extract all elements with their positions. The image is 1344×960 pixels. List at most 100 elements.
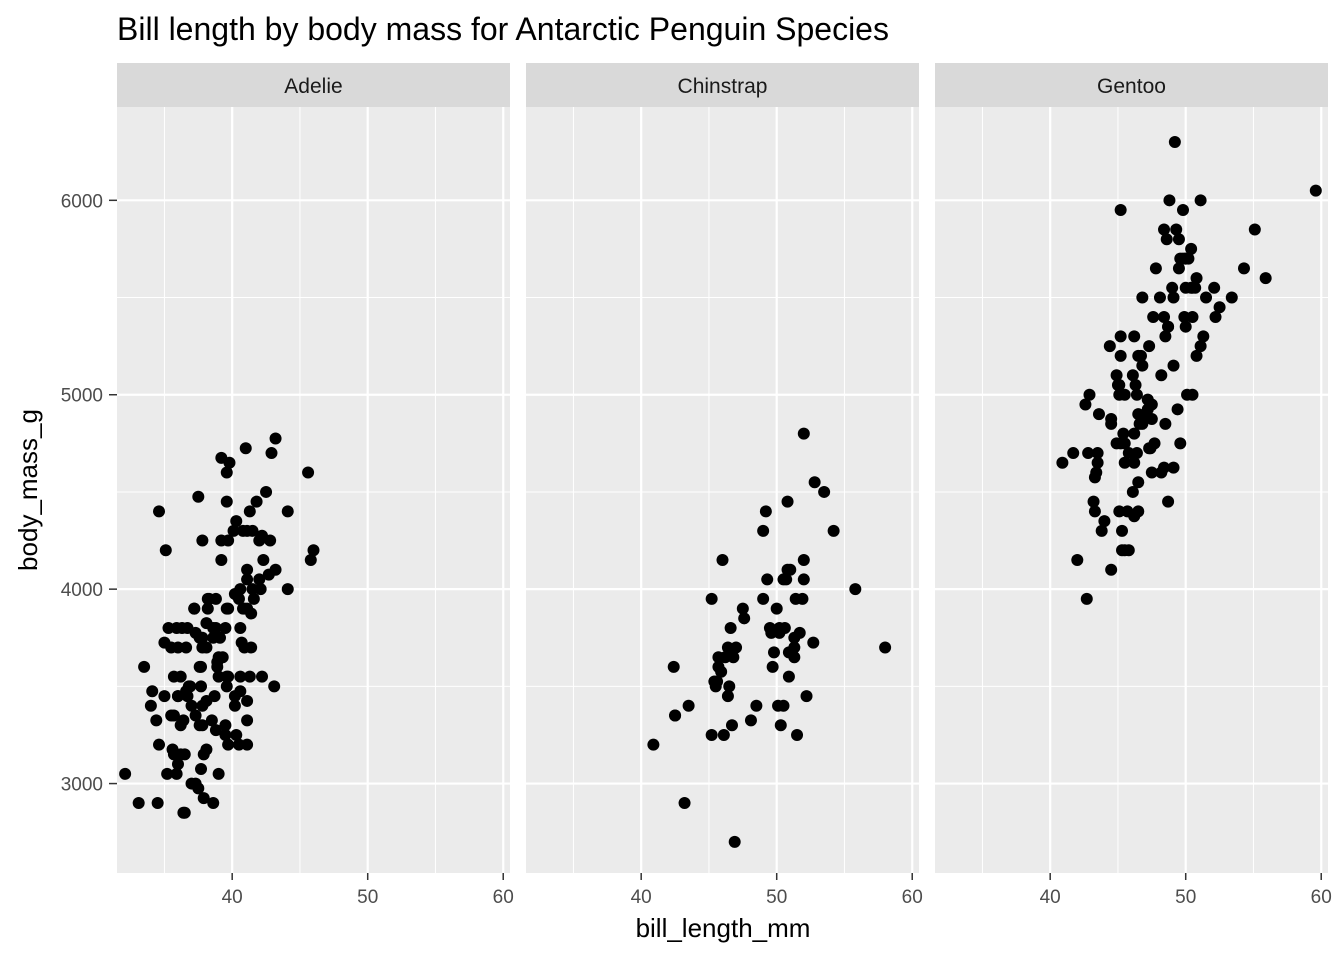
data-point: [265, 447, 278, 460]
data-point: [201, 602, 214, 615]
data-point: [1136, 291, 1149, 304]
data-point: [781, 495, 794, 508]
data-point: [712, 651, 725, 664]
data-point: [721, 690, 734, 703]
data-point: [1132, 349, 1145, 362]
data-point: [228, 588, 241, 601]
data-point: [793, 626, 806, 639]
data-point: [219, 728, 232, 741]
y-axis-tick-labels: 3000 4000 5000 6000: [61, 191, 103, 795]
data-point: [757, 524, 770, 537]
data-point: [176, 622, 189, 635]
data-point: [215, 534, 228, 547]
x-tick-label-50: 50: [766, 887, 787, 908]
data-point: [1126, 485, 1139, 498]
data-point: [1160, 233, 1173, 246]
data-point: [171, 758, 184, 771]
data-point: [1194, 194, 1207, 207]
data-point: [647, 738, 660, 751]
data-point: [193, 719, 206, 732]
data-point: [1155, 369, 1168, 382]
data-point: [808, 476, 821, 489]
data-point: [796, 592, 809, 605]
x-tick-label-60: 60: [493, 887, 514, 908]
data-point: [138, 660, 151, 673]
data-point: [772, 699, 785, 712]
data-point: [712, 660, 725, 673]
data-point: [153, 738, 166, 751]
data-point: [736, 602, 749, 615]
data-point: [667, 660, 680, 673]
data-point: [197, 792, 210, 805]
data-point: [1172, 262, 1185, 275]
data-point: [246, 583, 259, 596]
x-axis-ticks-adelie: 40 50 60: [222, 873, 514, 908]
data-point: [203, 592, 216, 605]
data-point: [1118, 456, 1131, 469]
facet-panels: Adelie 40 50 60 Chinstrap 40 50 60 Gentoo 40 50 60: [117, 63, 1332, 908]
data-point: [200, 641, 213, 654]
data-point: [1178, 310, 1191, 323]
data-point: [1163, 194, 1176, 207]
data-point: [721, 641, 734, 654]
x-tick-label-40: 40: [222, 887, 243, 908]
data-point: [241, 573, 254, 586]
data-point: [200, 694, 213, 707]
data-point: [1056, 456, 1069, 469]
data-point: [146, 685, 159, 698]
data-point: [215, 553, 228, 566]
data-point: [1098, 515, 1111, 528]
data-point: [1128, 427, 1141, 440]
data-point: [1105, 413, 1118, 426]
data-point: [1129, 379, 1142, 392]
data-point: [1197, 330, 1210, 343]
data-point: [1128, 330, 1141, 343]
data-point: [1118, 388, 1131, 401]
data-point: [195, 680, 208, 693]
x-tick-label-60: 60: [902, 887, 923, 908]
gridlines-chinstrap: [526, 107, 919, 873]
data-point: [818, 485, 831, 498]
data-point: [211, 660, 224, 673]
data-point: [1259, 272, 1272, 285]
data-point: [158, 690, 171, 703]
data-point: [711, 675, 724, 688]
data-point: [1117, 427, 1130, 440]
data-point: [196, 631, 209, 644]
data-point: [241, 714, 254, 727]
data-point: [1114, 204, 1127, 217]
data-point: [167, 709, 180, 722]
data-point: [200, 743, 213, 756]
data-point: [1092, 408, 1105, 421]
data-point: [1166, 281, 1179, 294]
data-point: [235, 636, 248, 649]
data-point: [269, 432, 282, 445]
data-point: [1190, 272, 1203, 285]
data-point: [260, 485, 273, 498]
data-point: [780, 573, 793, 586]
data-point: [170, 767, 183, 780]
data-point: [243, 670, 256, 683]
facet-strip-gentoo: [935, 63, 1328, 107]
x-tick-label-40: 40: [1040, 887, 1061, 908]
y-tick-label-3000: 3000: [61, 775, 103, 796]
data-point: [220, 680, 233, 693]
data-point: [241, 602, 254, 615]
data-point: [207, 797, 220, 810]
facet-label-adelie: Adelie: [284, 75, 342, 98]
y-axis-title: body_mass_g: [13, 409, 43, 571]
data-point: [302, 466, 315, 479]
data-point: [1170, 223, 1183, 236]
gridlines-gentoo: [935, 107, 1328, 873]
data-point: [159, 544, 172, 557]
data-point: [241, 694, 254, 707]
data-point: [827, 524, 840, 537]
data-point: [1200, 291, 1213, 304]
data-point: [781, 563, 794, 576]
data-point: [257, 553, 270, 566]
facet-strip-adelie: [117, 63, 510, 107]
y-tick-label-6000: 6000: [61, 191, 103, 212]
data-point: [250, 495, 263, 508]
data-point: [232, 738, 245, 751]
data-point: [1110, 369, 1123, 382]
